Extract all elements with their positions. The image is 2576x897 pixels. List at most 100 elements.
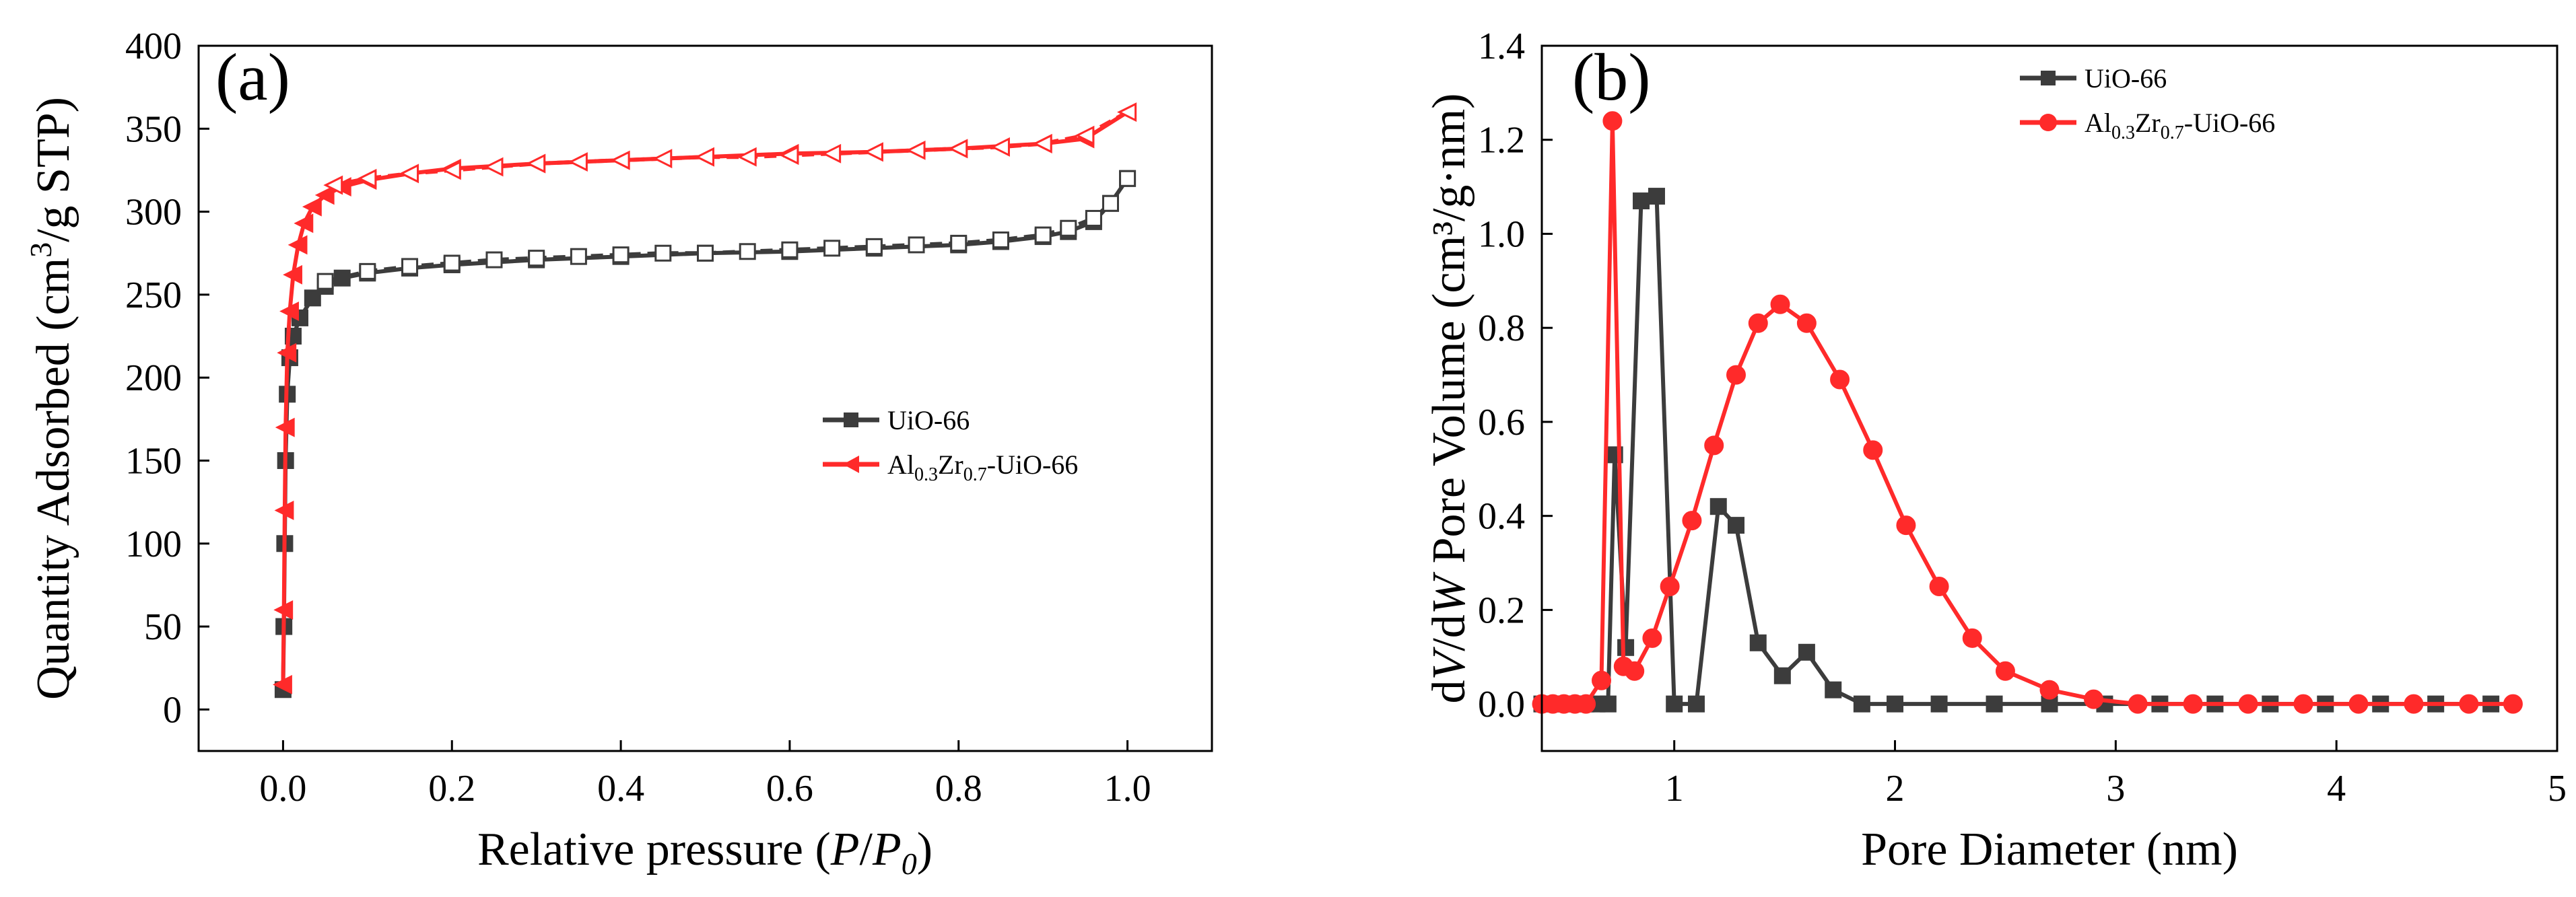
- b-series-uio66-curve-point: [1773, 667, 1791, 684]
- panel-a-y-axis-label: Quantity Adsorbed (cm3/g STP): [24, 97, 79, 700]
- panel-a: 0.0 0.2 0.4 0.6 0.8 1.0 0 50 100 150 200 250 300 350 4…: [24, 26, 1213, 881]
- a-series-uio66-desorption-point: [865, 238, 883, 255]
- b-series-al-zr-uio66-curve-point: [2238, 694, 2258, 714]
- panel-a-label: (a): [215, 40, 290, 114]
- b-series-uio66-curve-point: [1986, 695, 2003, 713]
- legend-label-al-zr: Al0.3Zr0.7-UiO-66: [2084, 108, 2275, 143]
- b-series-uio66-curve-point: [1825, 681, 1842, 698]
- a-series-al-zr-uio66-desorption-point: [568, 152, 588, 172]
- b-series-uio66-curve-point: [1930, 695, 1948, 713]
- b-series-al-zr-uio66-curve-point: [2183, 694, 2203, 714]
- y-tick-label: 1.2: [1478, 120, 1525, 162]
- panel-b-legend-item-al-zr-uio66: Al0.3Zr0.7-UiO-66: [2020, 108, 2275, 143]
- a-series-uio66-desorption-point: [1119, 170, 1137, 187]
- b-series-al-zr-uio66-curve-point: [2348, 694, 2369, 714]
- b-series-uio66-curve-point: [1599, 695, 1617, 713]
- a-series-al-zr-uio66-adsorption-point: [283, 264, 302, 285]
- a-series-al-zr-uio66-desorption-point: [737, 147, 757, 167]
- b-series-al-zr-uio66-curve-point: [2039, 680, 2060, 700]
- a-series-al-zr-uio66: [273, 102, 1137, 694]
- a-series-al-zr-uio66-desorption-point: [948, 139, 968, 159]
- a-series-al-zr-uio66-adsorption-line: [281, 110, 1129, 685]
- b-series-al-zr-uio66-curve-point: [2459, 694, 2479, 714]
- a-series-uio66-desorption-point: [739, 243, 756, 260]
- a-series-uio66-desorption-point: [823, 240, 841, 257]
- a-series-al-zr-uio66-adsorption-point: [279, 301, 299, 321]
- a-series-uio66-desorption-point: [316, 273, 334, 290]
- panel-b-legend: UiO-66 Al0.3Zr0.7-UiO-66: [2020, 63, 2275, 143]
- y-tick-label: 0.6: [1478, 402, 1525, 443]
- x-tick-label: 0.4: [597, 768, 644, 810]
- b-series-al-zr-uio66-curve-point: [1896, 515, 1916, 536]
- a-series-uio66-desorption-point: [908, 236, 925, 254]
- a-series-al-zr-uio66-adsorption-point: [294, 213, 314, 234]
- panel-b-plot-frame: [1540, 44, 2558, 752]
- y-tick-label: 350: [125, 108, 182, 150]
- x-tick-label: 3: [2106, 768, 2125, 810]
- a-series-uio66-desorption-point: [401, 258, 419, 275]
- y-tick-label: 0: [163, 689, 182, 731]
- b-series-uio66: [1533, 188, 2500, 713]
- b-series-uio66-curve-point: [1798, 643, 1815, 661]
- a-series-al-zr-uio66-adsorption-point: [275, 417, 295, 437]
- panel-a-legend-item-uio66: UiO-66: [823, 405, 970, 435]
- b-series-al-zr-uio66-curve-point: [1576, 694, 1596, 714]
- b-series-al-zr-uio66-curve-point: [2293, 694, 2313, 714]
- legend-marker-square: [2041, 71, 2056, 85]
- a-series-al-zr-uio66-desorption-point: [323, 175, 343, 195]
- x-tick-label: 1.0: [1104, 768, 1151, 810]
- a-series-al-zr-uio66-desorption-point: [695, 147, 714, 167]
- legend-label-al-zr: Al0.3Zr0.7-UiO-66: [887, 450, 1078, 485]
- a-series-uio66-desorption-point: [1102, 194, 1119, 212]
- x-tick-label: 1: [1665, 768, 1684, 810]
- a-series-al-zr-uio66-desorption-point: [863, 142, 883, 162]
- a-series-al-zr-uio66-desorption-point: [1075, 125, 1095, 145]
- y-tick-label: 400: [125, 26, 182, 67]
- panel-a-legend: UiO-66 Al0.3Zr0.7-UiO-66: [823, 405, 1078, 485]
- b-series-uio66-curve-point: [1709, 498, 1727, 515]
- y-tick-label: 200: [125, 357, 182, 399]
- y-tick-label: 250: [125, 275, 182, 316]
- b-series-uio66-curve-point: [1617, 639, 1635, 656]
- panel-a-legend-item-al-zr-uio66: Al0.3Zr0.7-UiO-66: [823, 450, 1078, 485]
- x-tick-label: 0.6: [766, 768, 813, 810]
- b-series-al-zr-uio66-curve-point: [1748, 313, 1768, 333]
- b-series-al-zr-uio66-curve-point: [1929, 576, 1949, 596]
- b-series-uio66-curve-point: [1633, 192, 1650, 210]
- a-series-al-zr-uio66-desorption-point: [1032, 134, 1052, 153]
- b-series-al-zr-uio66-curve-point: [1770, 294, 1790, 314]
- a-series-uio66-desorption-line: [325, 177, 1130, 284]
- a-series-al-zr-uio66-desorption-point: [357, 168, 377, 188]
- x-tick-label: 0.0: [259, 768, 306, 810]
- a-series-al-zr-uio66-adsorption-point: [273, 600, 294, 620]
- panel-a-x-axis-label: Relative pressure (P/P0): [477, 824, 933, 881]
- a-series-al-zr-uio66-desorption-point: [1117, 102, 1137, 122]
- x-tick-label: 2: [1886, 768, 1905, 810]
- legend-marker-square: [844, 412, 858, 427]
- legend-label-uio66: UiO-66: [887, 405, 970, 435]
- a-series-al-zr-uio66-desorption-point: [906, 140, 926, 160]
- b-series-al-zr-uio66-curve-point: [1592, 670, 1612, 690]
- a-series-uio66: [274, 170, 1137, 698]
- panel-a-series: [273, 102, 1137, 698]
- a-series-uio66-desorption-point: [528, 250, 545, 267]
- a-series-uio66-desorption-point: [781, 241, 799, 258]
- b-series-al-zr-uio66-curve-point: [1796, 313, 1817, 333]
- a-series-uio66-desorption-point: [1034, 226, 1052, 244]
- panel-a-plot-frame: [197, 44, 1213, 752]
- b-series-al-zr-uio66-curve-point: [1602, 111, 1623, 131]
- b-series-al-zr-uio66-curve-point: [1660, 576, 1680, 596]
- a-series-al-zr-uio66-desorption-point: [399, 164, 419, 184]
- a-series-al-zr-uio66-desorption-point: [610, 150, 630, 170]
- a-series-al-zr-uio66-adsorption-point: [314, 185, 335, 205]
- b-series-uio66-curve-point: [1666, 695, 1683, 713]
- b-series-uio66-curve-point: [1687, 695, 1705, 713]
- panel-b-legend-item-uio66: UiO-66: [2020, 63, 2167, 94]
- a-series-al-zr-uio66-adsorption-point: [273, 674, 292, 694]
- b-series-al-zr-uio66-curve-point: [1863, 440, 1883, 460]
- a-series-uio66-desorption-point: [359, 262, 376, 280]
- y-tick-label: 0.8: [1478, 308, 1525, 349]
- b-series-uio66-curve-point: [1727, 517, 1744, 534]
- b-series-uio66-curve-point: [1853, 695, 1870, 713]
